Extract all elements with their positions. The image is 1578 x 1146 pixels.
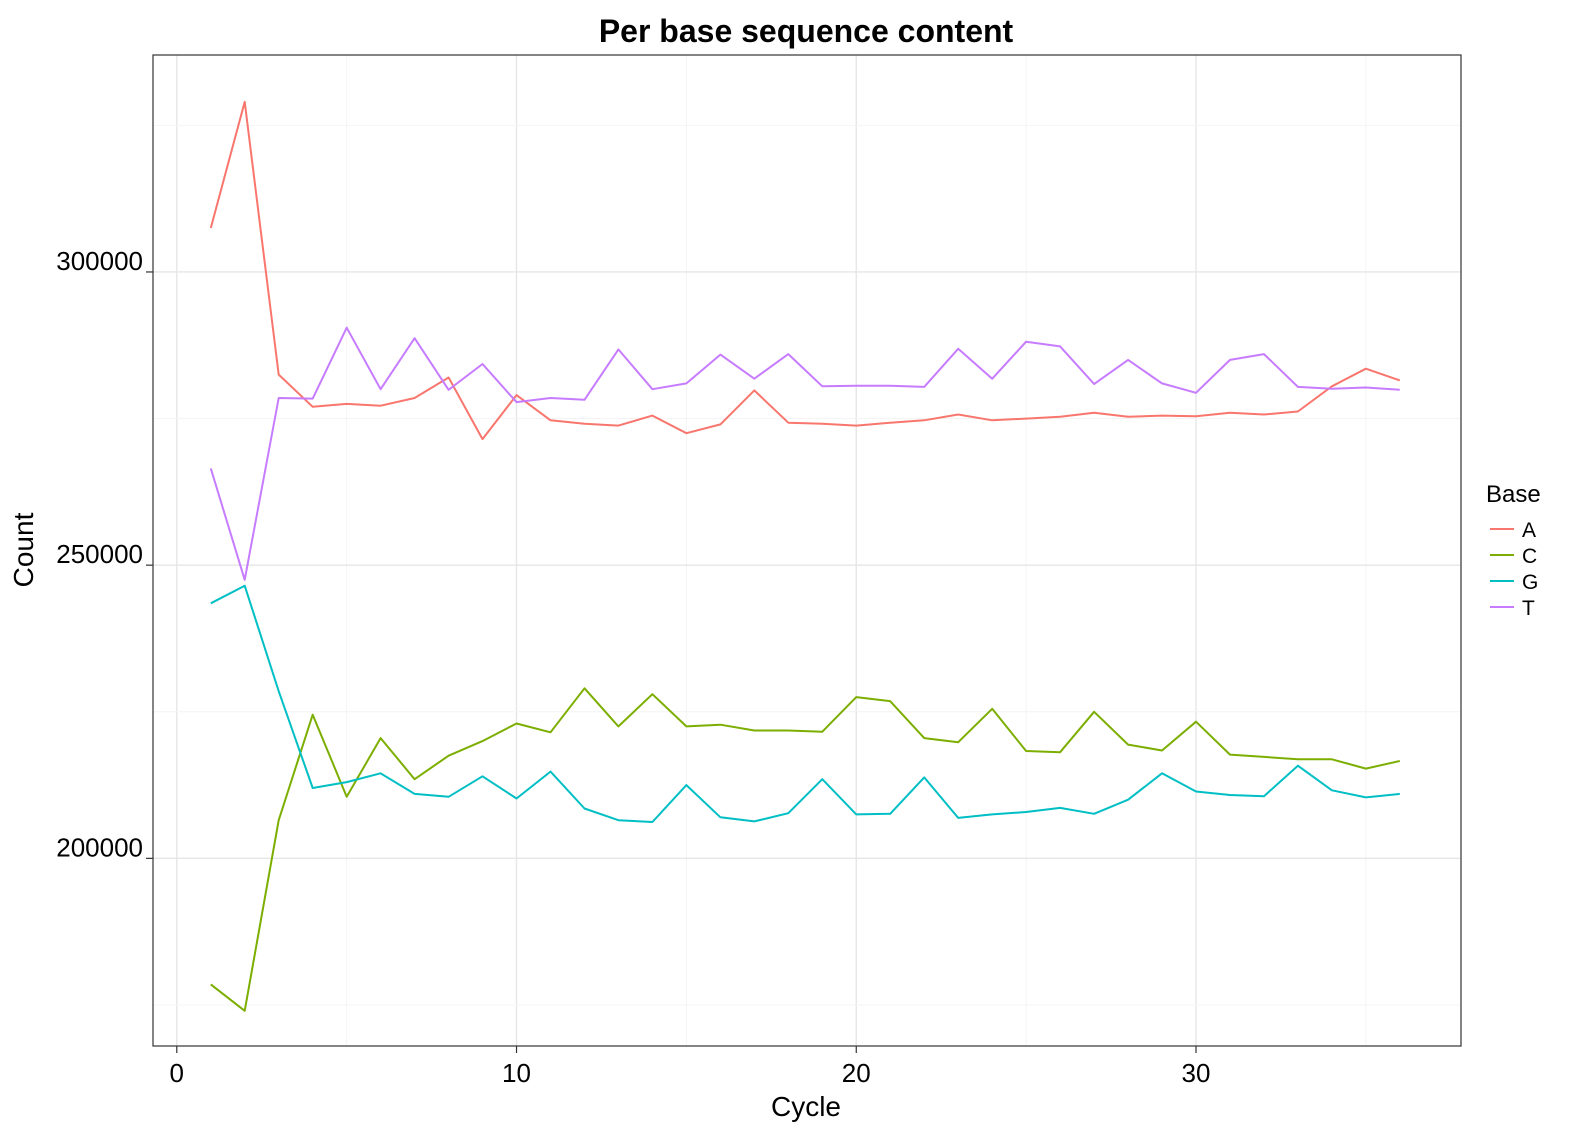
series-lines [209,100,1401,1012]
x-tick-label: 0 [170,1058,184,1088]
grid-lines [153,55,1461,1046]
series-line-G [210,584,1400,823]
y-axis: 200000 250000 300000 [56,246,153,862]
y-tick-label: 200000 [56,832,143,862]
legend-title: Base [1486,481,1541,508]
legend-label-G: G [1522,571,1538,594]
series-line-T [209,326,1400,581]
chart-title: Per base sequence content [599,13,1014,49]
plot-border [152,54,1462,1047]
x-tick-label: 30 [1182,1058,1211,1088]
x-axis-title: Cycle [771,1091,841,1122]
y-axis-title: Count [8,512,39,587]
x-axis: 0 10 20 30 [170,1046,1211,1088]
legend-label-T: T [1522,597,1535,620]
y-tick-label: 300000 [56,246,143,276]
legend-label-A: A [1522,519,1536,542]
legend-label-C: C [1522,545,1537,568]
plot-background [153,55,1461,1046]
x-tick-label: 20 [842,1058,871,1088]
series-line-C [210,687,1401,1012]
series-line-A [209,100,1401,441]
x-tick-label: 10 [502,1058,531,1088]
plot-area [152,54,1462,1047]
y-tick-label: 250000 [56,539,143,569]
